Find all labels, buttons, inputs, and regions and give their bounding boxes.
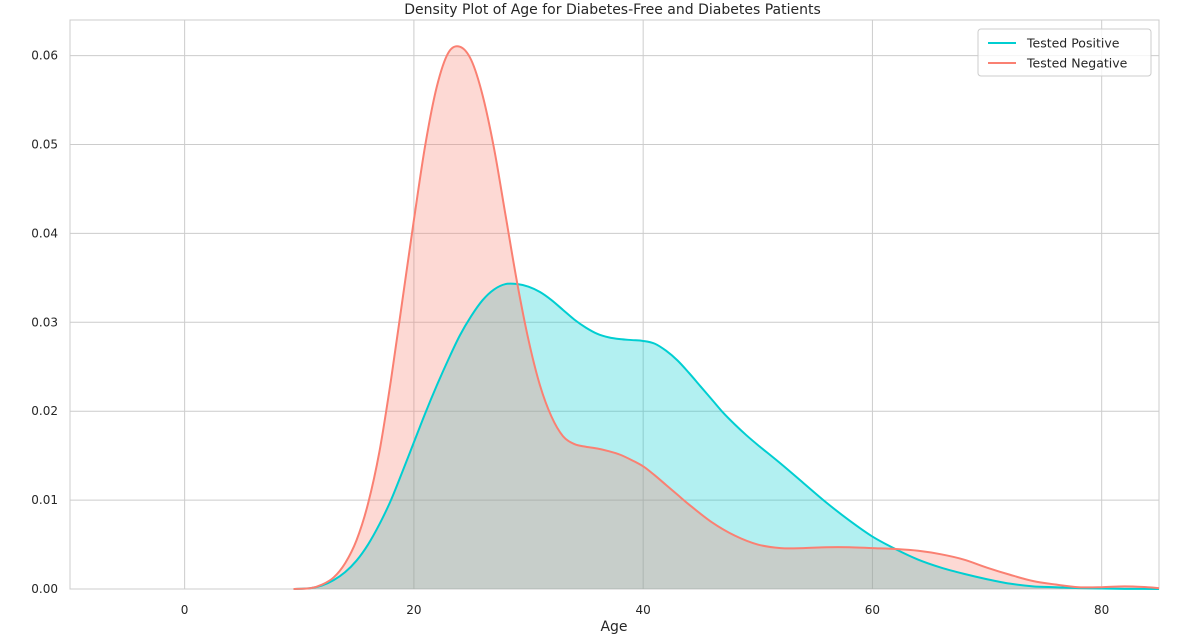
- y-tick-label: 0.06: [31, 49, 58, 63]
- legend-label: Tested Negative: [1026, 56, 1128, 71]
- y-tick-label: 0.00: [31, 582, 58, 596]
- series-areas: [293, 46, 1159, 590]
- x-tick-labels: 0 20 40 60 80: [181, 603, 1110, 617]
- y-tick-label: 0.05: [31, 137, 58, 151]
- x-tick-label: 20: [406, 603, 421, 617]
- grid: [69, 19, 1160, 590]
- x-tick-label: 60: [865, 603, 880, 617]
- x-tick-label: 0: [181, 603, 189, 617]
- legend: Tested Positive Tested Negative: [977, 28, 1152, 77]
- y-tick-label: 0.04: [31, 226, 58, 240]
- x-axis-label: Age: [600, 619, 627, 635]
- x-tick-label: 40: [636, 603, 651, 617]
- area-tested-negative: [293, 46, 1159, 590]
- chart-title: Density Plot of Age for Diabetes-Free an…: [404, 2, 821, 18]
- y-tick-label: 0.03: [31, 315, 58, 329]
- x-tick-label: 80: [1094, 603, 1109, 617]
- line-tested-negative: [293, 45, 1160, 590]
- legend-label: Tested Positive: [1026, 36, 1120, 51]
- y-tick-labels: 0.00 0.01 0.02 0.03 0.04 0.05 0.06: [31, 49, 58, 596]
- area-tested-positive: [293, 283, 1159, 589]
- line-tested-positive: [293, 282, 1160, 590]
- series-lines: [293, 45, 1160, 590]
- y-tick-label: 0.02: [31, 404, 58, 418]
- y-tick-label: 0.01: [31, 493, 58, 507]
- legend-box: [977, 28, 1152, 77]
